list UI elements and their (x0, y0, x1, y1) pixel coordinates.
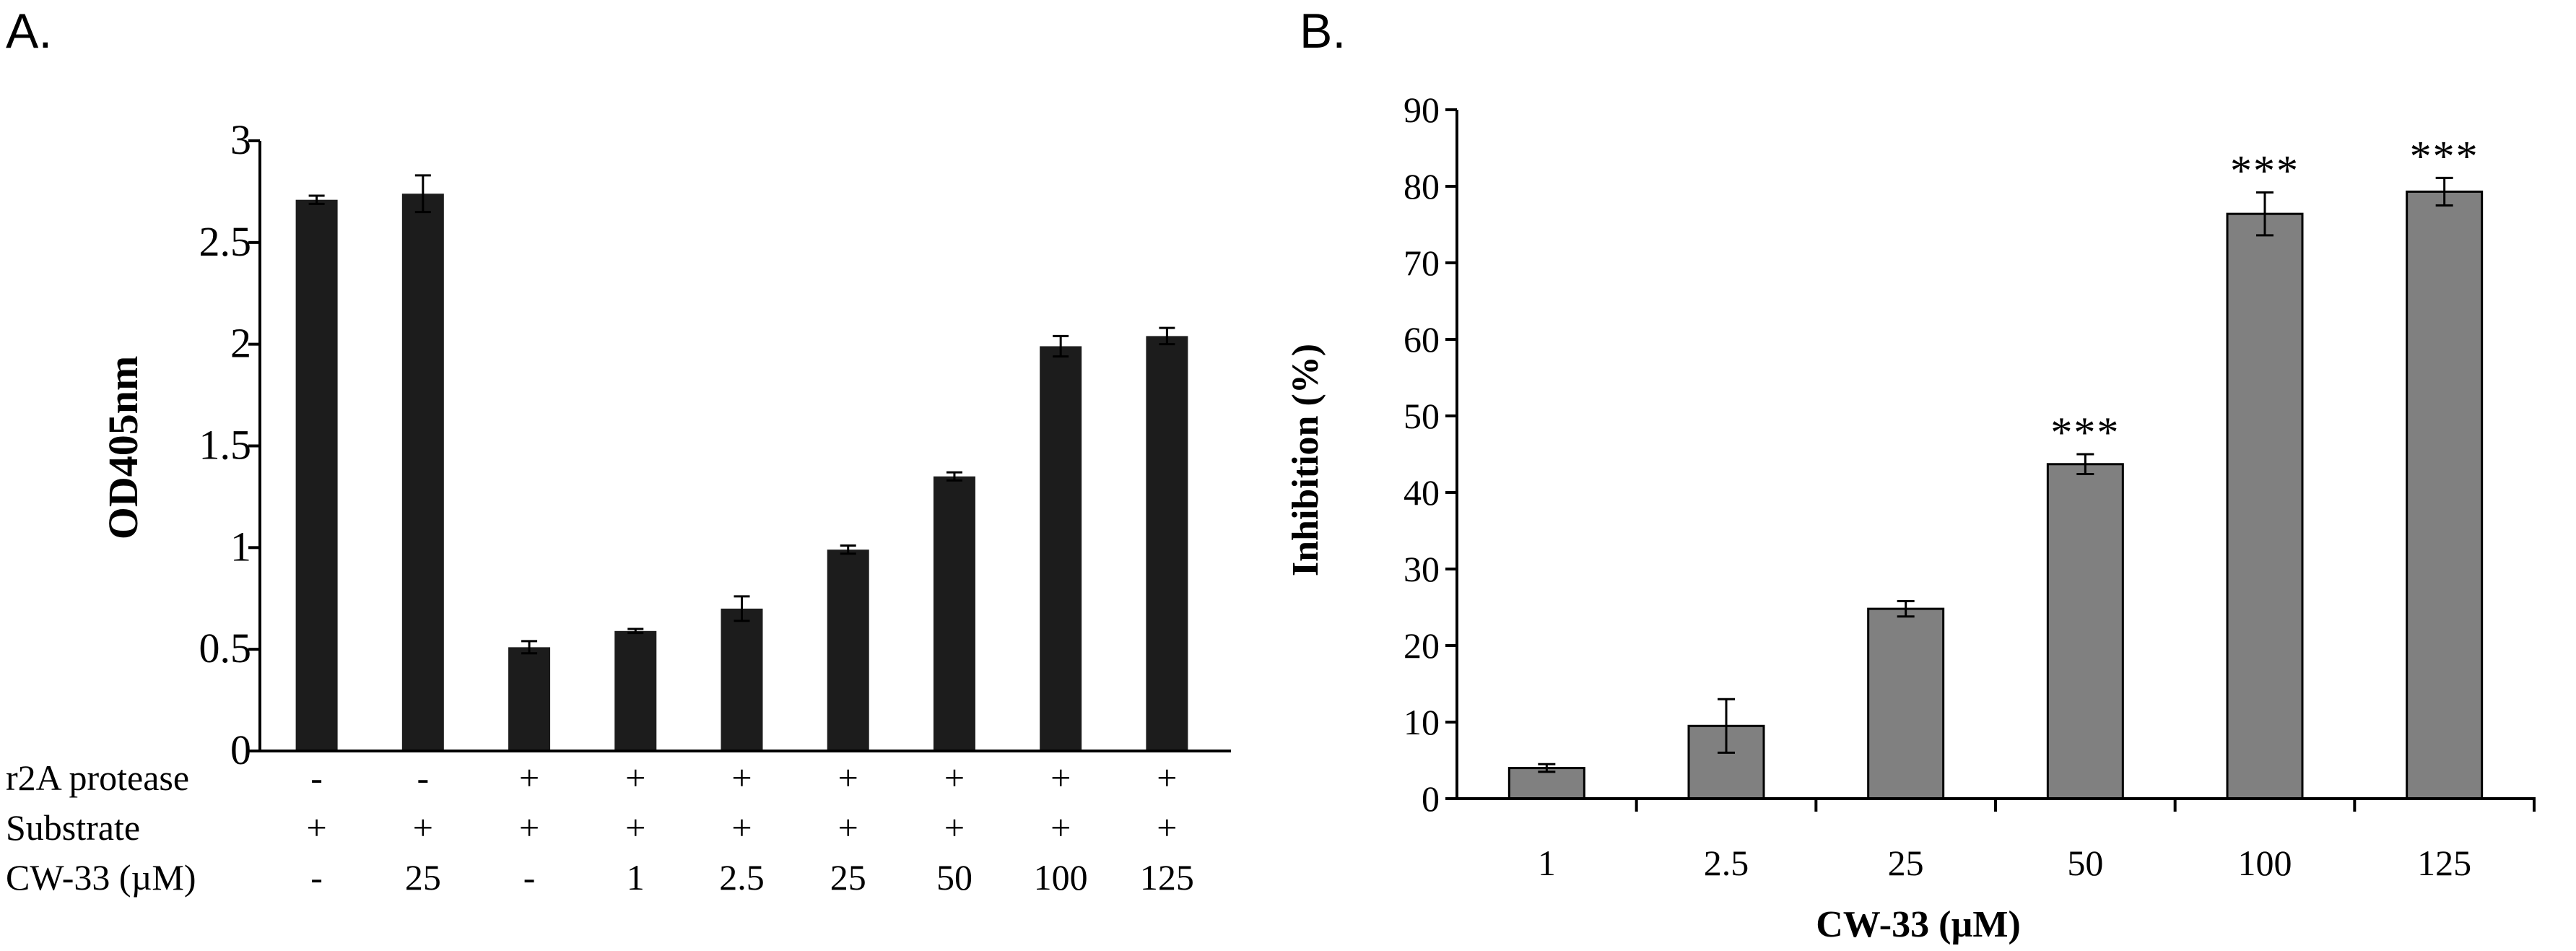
panel-a-y-axis-title: OD405nm (100, 356, 147, 540)
condition-cell: 125 (1140, 857, 1194, 898)
bar (1146, 336, 1188, 751)
panel-a-label: A. (6, 4, 52, 58)
y-tick-label: 50 (1404, 396, 1440, 436)
bar (2226, 212, 2304, 800)
y-tick-label: 0.5 (199, 625, 252, 672)
panel-b-bars (1507, 190, 2484, 800)
panel-a-bars (295, 194, 1188, 751)
condition-cell: + (1157, 757, 1177, 798)
x-tick-label: 25 (1888, 843, 1924, 883)
panel-a-condition-table: r2A protease - - + + + + + + + Substrate + + + + + + + + + C… (6, 757, 1194, 898)
condition-cell: 2.5 (719, 857, 765, 898)
bar (401, 194, 444, 751)
y-tick-label: 0 (230, 726, 251, 773)
condition-cell: + (944, 807, 965, 848)
bar (1507, 767, 1585, 800)
condition-cell: - (523, 857, 536, 898)
condition-cell: 100 (1034, 857, 1088, 898)
panel-b-label: B. (1300, 4, 1346, 58)
condition-cell: 25 (405, 857, 441, 898)
y-tick-label: 1.5 (199, 422, 252, 469)
bar (2406, 190, 2484, 800)
condition-row-label: CW-33 (µM) (6, 857, 196, 898)
significance-marker: *** (2410, 132, 2479, 180)
bar (2046, 463, 2124, 800)
y-tick-label: 90 (1404, 90, 1440, 130)
bar (614, 630, 657, 751)
condition-cell: + (307, 807, 327, 848)
panel-b: B. Inhibition (%) CW-33 (µM) 0 10 20 30 40 50… (1285, 4, 2536, 945)
y-tick-label: 10 (1404, 702, 1440, 742)
condition-cell: 1 (627, 857, 645, 898)
x-tick-label: 2.5 (1704, 843, 1749, 883)
condition-cell: + (519, 807, 539, 848)
significance-marker: *** (2230, 147, 2299, 194)
y-tick-label: 1 (230, 523, 251, 570)
x-tick-label: 50 (2067, 843, 2103, 883)
panel-a: A. OD405nm 0 0.5 1 1.5 2 2.5 3 r2A protease - - +… (6, 4, 1231, 898)
panel-b-significance: *** *** *** (2050, 132, 2479, 456)
condition-cell: + (1050, 757, 1071, 798)
condition-cell: - (310, 857, 323, 898)
bar (933, 476, 975, 751)
y-tick-label: 60 (1404, 319, 1440, 360)
panel-b-x-axis-title: CW-33 (µM) (1816, 904, 2021, 945)
bar (827, 550, 869, 751)
bar (1040, 346, 1082, 751)
condition-cell: + (1157, 807, 1177, 848)
y-tick-label: 20 (1404, 625, 1440, 666)
condition-cell: - (310, 757, 323, 798)
condition-cell: + (731, 807, 752, 848)
y-tick-label: 80 (1404, 166, 1440, 207)
bar (721, 608, 763, 751)
panel-b-x-ticks: 1 2.5 25 50 100 125 (1538, 799, 2536, 883)
y-tick-label: 2.5 (199, 218, 252, 265)
y-tick-label: 0 (1422, 778, 1440, 819)
y-tick-label: 70 (1404, 243, 1440, 283)
significance-marker: *** (2050, 409, 2120, 456)
x-tick-label: 1 (1538, 843, 1556, 883)
panel-b-y-axis-title: Inhibition (%) (1285, 344, 1326, 576)
condition-cell: - (417, 757, 430, 798)
panel-a-y-ticks: 0 0.5 1 1.5 2 2.5 3 (199, 116, 260, 773)
x-tick-label: 125 (2417, 843, 2471, 883)
panel-a-error-bars (308, 174, 1175, 655)
condition-cell: 50 (936, 857, 972, 898)
x-tick-label: 100 (2238, 843, 2292, 883)
condition-cell: + (1050, 807, 1071, 848)
condition-cell: + (838, 807, 858, 848)
bar (295, 199, 338, 751)
y-tick-label: 40 (1404, 472, 1440, 513)
condition-cell: + (838, 757, 858, 798)
condition-cell: + (519, 757, 539, 798)
y-tick-label: 2 (230, 320, 251, 367)
condition-cell: + (625, 757, 645, 798)
bar (508, 647, 551, 751)
panel-b-error-bars (1538, 176, 2453, 773)
condition-cell: + (944, 757, 965, 798)
bar (1867, 607, 1945, 800)
condition-cell: + (731, 757, 752, 798)
condition-row-label: r2A protease (6, 757, 189, 798)
y-tick-label: 30 (1404, 549, 1440, 589)
condition-cell: + (413, 807, 433, 848)
condition-cell: + (625, 807, 645, 848)
condition-cell: 25 (830, 857, 866, 898)
condition-row-label: Substrate (6, 807, 140, 848)
panel-b-y-ticks: 0 10 20 30 40 50 60 70 80 90 (1404, 90, 1457, 819)
y-tick-label: 3 (230, 116, 251, 163)
